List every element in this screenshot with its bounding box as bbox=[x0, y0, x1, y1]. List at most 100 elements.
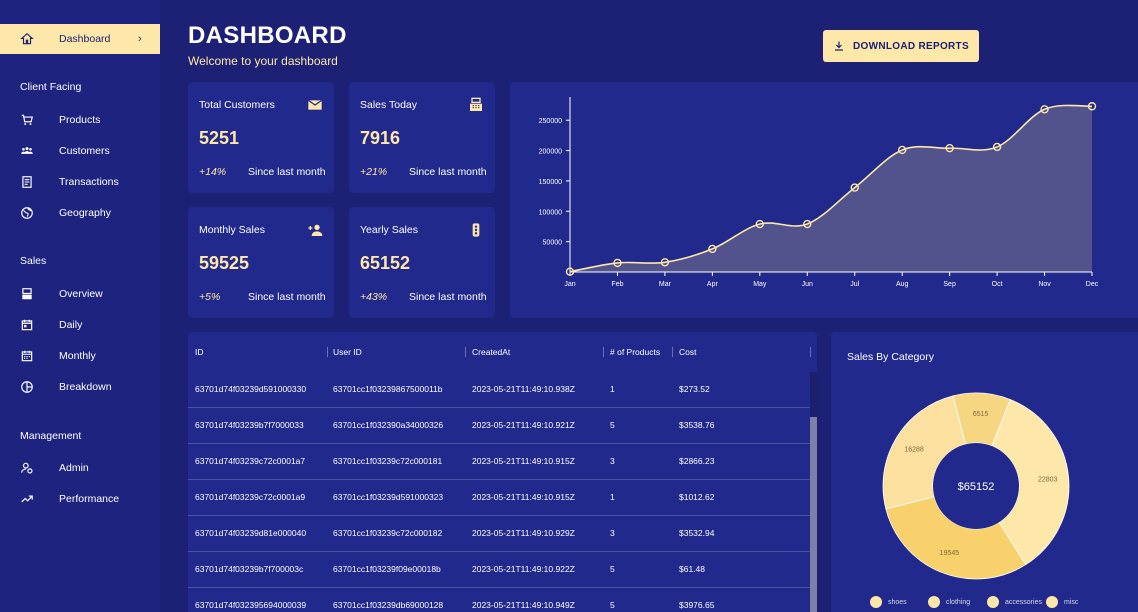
sales-area-chart: 50000 100000 150000 200000 250000 Jan Feb Mar Ap… bbox=[539, 97, 1099, 288]
legend-label: shoes bbox=[888, 598, 907, 606]
donut-hole bbox=[933, 443, 1019, 529]
table-row[interactable]: 63701d74f03239c72c0001a7 63701cc1f03239c7… bbox=[188, 444, 810, 480]
cell-cost: $2866.23 bbox=[679, 456, 715, 466]
stat-increase: +43% bbox=[360, 291, 388, 303]
download-reports-button[interactable]: DOWNLOAD REPORTS bbox=[823, 30, 979, 62]
sidebar-item-daily[interactable]: Daily bbox=[0, 315, 160, 335]
legend-item-clothing: clothing bbox=[928, 596, 970, 608]
stat-card-monthly-sales: Monthly Sales 59525 +5% Since last month bbox=[188, 207, 334, 318]
table-row[interactable]: 63701d74f03239b7f700003c 63701cc1f03239f0… bbox=[188, 552, 810, 588]
chevron-right-icon: › bbox=[138, 33, 142, 45]
column-header-id[interactable]: ID bbox=[195, 347, 204, 357]
x-tick-label: Apr bbox=[707, 281, 719, 288]
column-separator[interactable] bbox=[810, 347, 811, 357]
cell-user-id: 63701cc1f03239db69000128 bbox=[333, 600, 444, 610]
cell-id: 63701d74f03239d81e000040 bbox=[195, 528, 307, 538]
cell-created-at: 2023-05-21T11:49:10.915Z bbox=[472, 456, 575, 466]
column-header-created-at[interactable]: CreatedAt bbox=[472, 347, 511, 357]
sidebar-item-monthly[interactable]: Monthly bbox=[0, 346, 160, 366]
sidebar-item-breakdown[interactable]: Breakdown bbox=[0, 377, 160, 397]
cell-user-id: 63701cc1f03239c72c000182 bbox=[333, 528, 443, 538]
home-icon bbox=[20, 32, 34, 46]
stat-since: Since last month bbox=[248, 291, 326, 303]
cart-icon bbox=[20, 113, 34, 127]
section-client-facing: Client Facing bbox=[20, 81, 82, 93]
stat-since: Since last month bbox=[409, 291, 487, 303]
table-row[interactable]: 63701d74f032395694000039 63701cc1f03239db… bbox=[188, 588, 810, 612]
sidebar-item-label: Products bbox=[59, 114, 101, 126]
sidebar-item-products[interactable]: Products bbox=[0, 110, 160, 130]
cell-created-at: 2023-05-21T11:49:10.915Z bbox=[472, 492, 575, 502]
sidebar-item-dashboard[interactable]: Dashboard › bbox=[0, 24, 160, 54]
stat-increase: +21% bbox=[360, 166, 388, 178]
cell-id: 63701d74f03239d591000330 bbox=[195, 384, 307, 394]
legend-item-shoes: shoes bbox=[870, 596, 907, 608]
cell-created-at: 2023-05-21T11:49:10.929Z bbox=[472, 528, 575, 538]
data-point bbox=[1040, 105, 1049, 114]
y-tick-label: 100000 bbox=[539, 209, 562, 216]
sidebar: Dashboard › Client Facing Products Custo… bbox=[0, 0, 160, 612]
table-row[interactable]: 63701d74f03239d81e000040 63701cc1f03239c7… bbox=[188, 516, 810, 552]
x-tick-label: Aug bbox=[896, 281, 909, 288]
column-separator[interactable] bbox=[603, 347, 604, 357]
sidebar-item-label: Customers bbox=[59, 145, 110, 157]
sidebar-item-label: Transactions bbox=[59, 176, 119, 188]
x-tick-label: Jan bbox=[564, 281, 575, 288]
legend-item-misc: misc bbox=[1046, 596, 1078, 608]
cell-products: 1 bbox=[610, 384, 615, 394]
sidebar-item-label: Admin bbox=[59, 462, 89, 474]
column-header-cost[interactable]: Cost bbox=[679, 347, 697, 357]
page-subtitle: Welcome to your dashboard bbox=[188, 54, 338, 68]
cell-cost: $3538.76 bbox=[679, 420, 715, 430]
legend-label: accessories bbox=[1005, 598, 1042, 606]
sidebar-item-geography[interactable]: Geography bbox=[0, 203, 160, 223]
y-tick-label: 250000 bbox=[539, 118, 562, 125]
cell-created-at: 2023-05-21T11:49:10.949Z bbox=[472, 600, 575, 610]
cell-id: 63701d74f03239c72c0001a7 bbox=[195, 456, 306, 466]
globe-icon bbox=[20, 206, 34, 220]
table-row[interactable]: 63701d74f03239d591000330 63701cc1f0323986… bbox=[188, 372, 810, 408]
sidebar-item-label: Performance bbox=[59, 493, 120, 505]
download-icon bbox=[833, 40, 845, 52]
cell-cost: $1012.62 bbox=[679, 492, 715, 502]
sidebar-item-performance[interactable]: Performance bbox=[0, 489, 160, 509]
column-header-user-id[interactable]: User ID bbox=[333, 347, 362, 357]
sidebar-item-overview[interactable]: Overview bbox=[0, 284, 160, 304]
column-separator[interactable] bbox=[327, 347, 328, 357]
stat-title: Monthly Sales bbox=[199, 224, 265, 236]
cell-cost: $61.48 bbox=[679, 564, 705, 574]
data-point bbox=[803, 219, 812, 229]
column-separator[interactable] bbox=[672, 347, 673, 357]
sidebar-item-customers[interactable]: Customers bbox=[0, 141, 160, 161]
stat-title: Total Customers bbox=[199, 99, 275, 111]
x-tick-label: May bbox=[753, 281, 767, 288]
cell-user-id: 63701cc1f03239867500011b bbox=[333, 384, 443, 394]
cell-id: 63701d74f03239c72c0001a9 bbox=[195, 492, 306, 502]
cell-created-at: 2023-05-21T11:49:10.921Z bbox=[472, 420, 575, 430]
sidebar-item-transactions[interactable]: Transactions bbox=[0, 172, 160, 192]
stat-since: Since last month bbox=[409, 166, 487, 178]
table-row[interactable]: 63701d74f03239c72c0001a9 63701cc1f03239d5… bbox=[188, 480, 810, 516]
legend-label: clothing bbox=[946, 598, 971, 606]
table-row[interactable]: 63701d74f03239b7f7000033 63701cc1f032390a… bbox=[188, 408, 810, 444]
sidebar-item-label: Overview bbox=[59, 288, 103, 300]
legend-swatch bbox=[987, 596, 999, 608]
table-scrollbar-thumb[interactable] bbox=[810, 417, 817, 612]
x-tick-label: Jul bbox=[850, 281, 859, 288]
stat-card-yearly-sales: Yearly Sales 65152 +43% Since last month bbox=[349, 207, 495, 318]
data-point bbox=[992, 142, 1002, 152]
cell-products: 3 bbox=[610, 456, 615, 466]
data-point bbox=[708, 244, 717, 254]
person-add-icon bbox=[307, 222, 323, 238]
sidebar-item-label: Monthly bbox=[59, 350, 96, 362]
sidebar-item-label: Geography bbox=[59, 207, 111, 219]
data-point bbox=[565, 267, 575, 276]
data-point bbox=[850, 183, 859, 192]
x-tick-label: Dec bbox=[1086, 281, 1099, 288]
sidebar-item-admin[interactable]: Admin bbox=[0, 458, 160, 478]
stat-card-sales-today: Sales Today 7916 +21% Since last month bbox=[349, 82, 495, 193]
y-tick-label: 50000 bbox=[543, 240, 563, 247]
column-separator[interactable] bbox=[465, 347, 466, 357]
traffic-icon bbox=[468, 222, 484, 238]
column-header-products[interactable]: # of Products bbox=[610, 347, 661, 357]
